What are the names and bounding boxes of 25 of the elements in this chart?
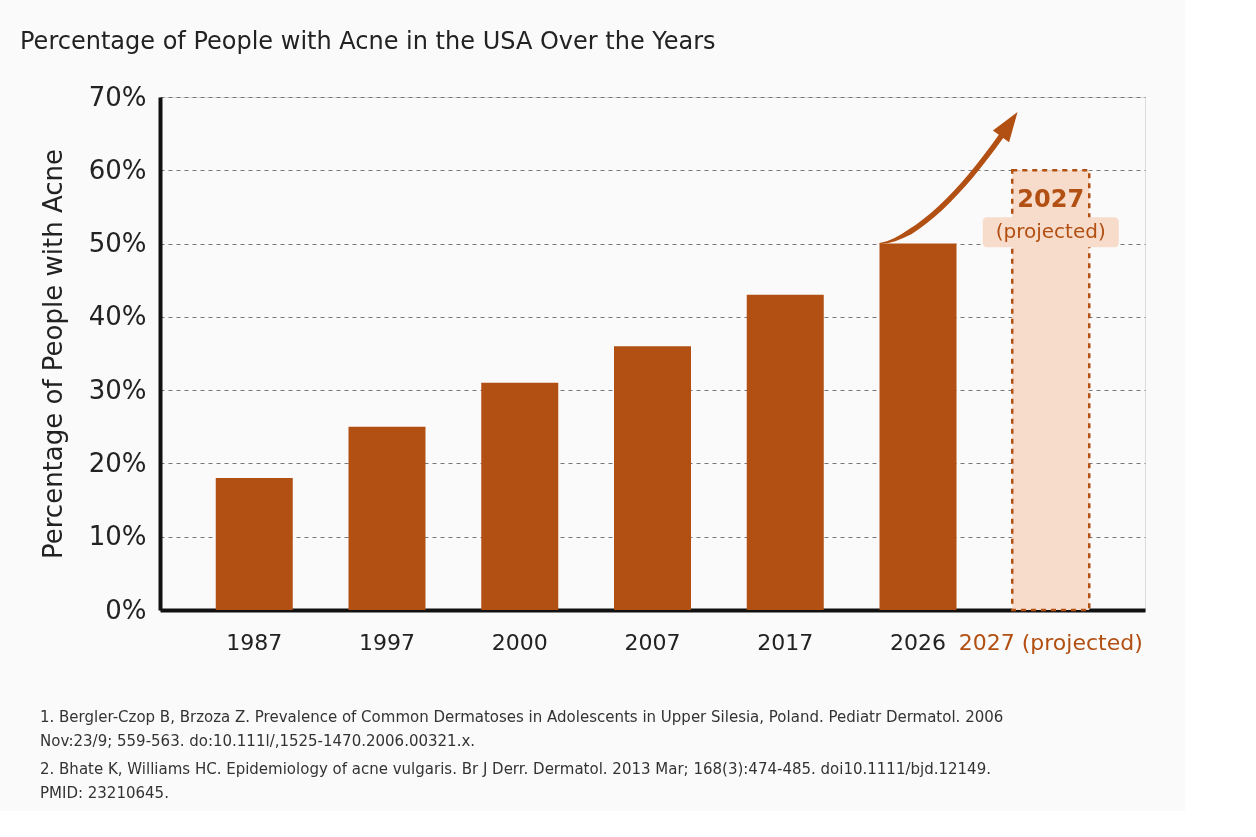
x-tick-label: 2026 — [890, 629, 946, 655]
x-tick-label: 1997 — [359, 629, 415, 655]
x-tick-label: 2000 — [491, 629, 548, 655]
annotation: 2027 (projected) — [995, 185, 1106, 244]
y-tick-label: 40% — [88, 301, 147, 332]
y-tick-label: 20% — [88, 447, 147, 478]
x-tick-label: 1987 — [226, 629, 283, 655]
x-tick-label: 2007 — [624, 629, 681, 655]
y-tick-label: 50% — [88, 228, 147, 259]
bar — [614, 346, 691, 610]
y-tick-label: 70% — [88, 81, 147, 112]
text: 2. Bhate K, Williams HC. Epidemiology of acne vulgaris. Br J Derr. Dermatol. 2013 Mar; 168(3):474-485. doi10.1111/bjd.12149. PMID: 23210645. — [40, 760, 991, 802]
bar — [481, 382, 559, 610]
y-tick-label: 30% — [88, 374, 147, 405]
y-tick-label: 0% — [105, 594, 147, 625]
y-tick-label: 60% — [88, 154, 147, 185]
x-tick-label: 2027 (projected) — [958, 629, 1143, 655]
bar — [746, 294, 824, 610]
text: 1. Bergler-Czop B, Brzoza Z. Prevalence of Common Dermatoses in Adolescents in Upper Silesia, Poland. Pediatr Dermatol. 2006 Nov:23/9; 559-563. do:10.111l/,1525-1470.2006.00321.x. — [40, 708, 1004, 750]
bar — [348, 426, 426, 610]
x-tick-label: 2017 — [757, 629, 814, 655]
chart-title: Percentage of People with Acne in the USA Over the Years — [20, 27, 716, 55]
bar — [215, 478, 293, 610]
y-axis-title: Percentage of People with Acne — [37, 148, 68, 560]
y-tick-label: 10% — [88, 521, 147, 552]
